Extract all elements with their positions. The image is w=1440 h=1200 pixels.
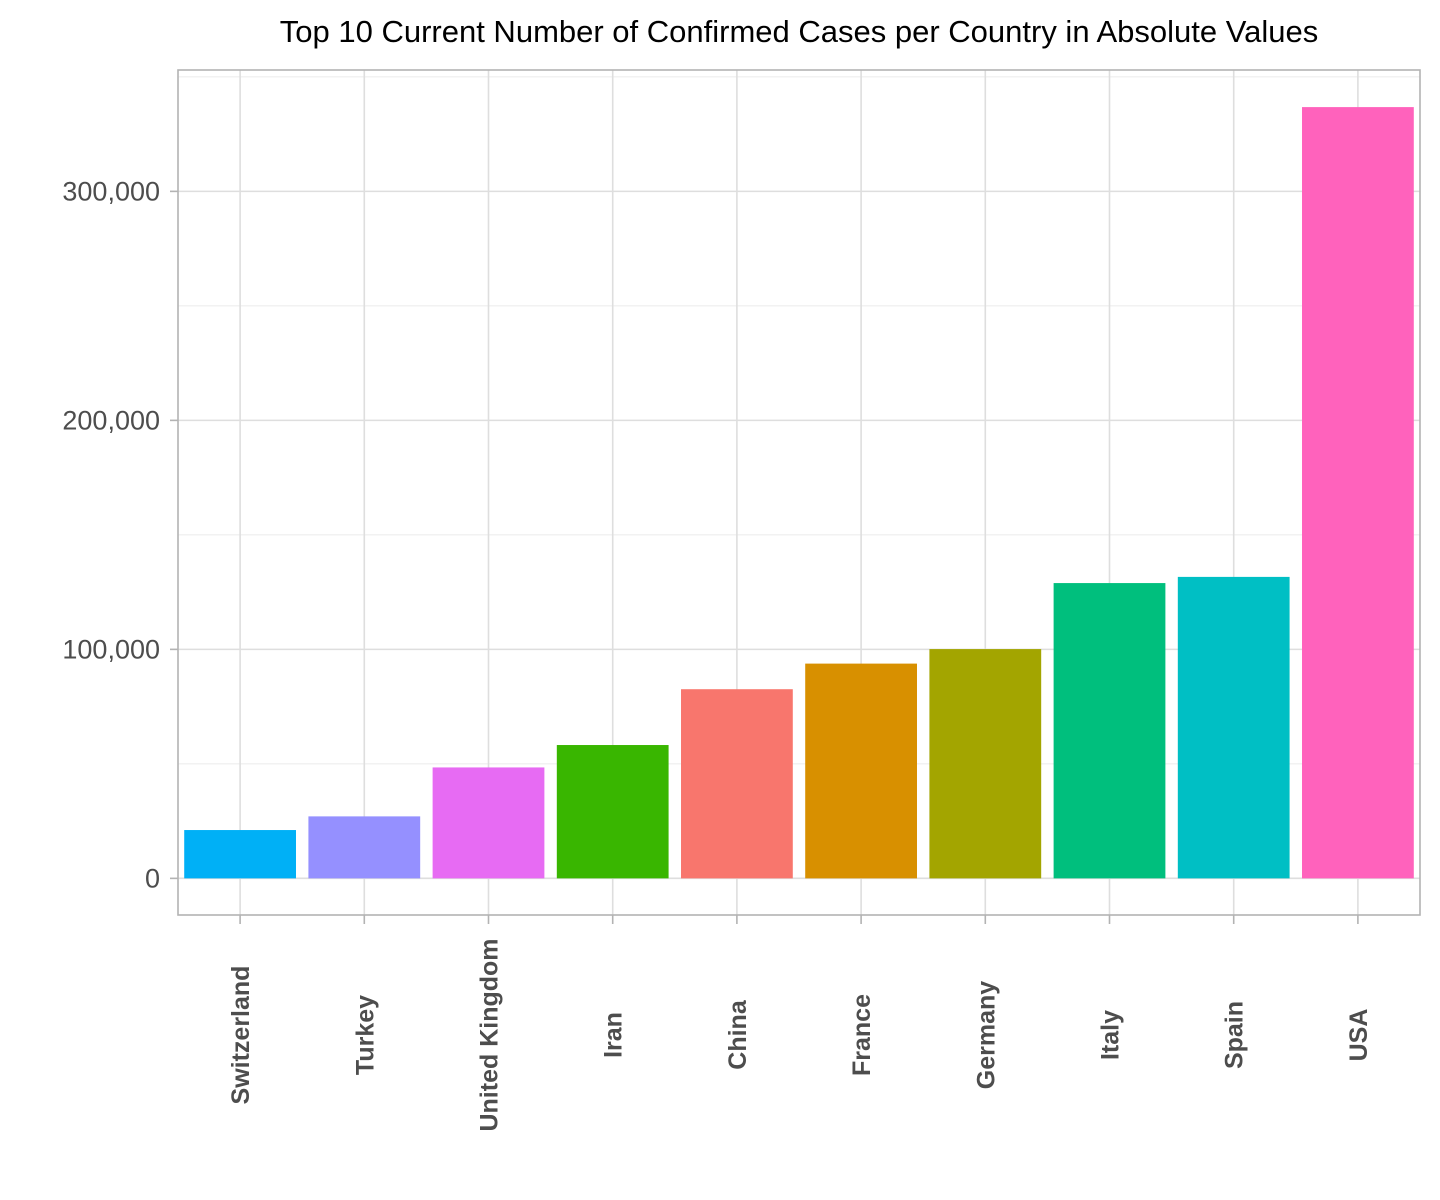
panel-border xyxy=(177,69,1421,916)
x-tick-label: China xyxy=(724,999,752,1070)
x-tick-label: Switzerland xyxy=(227,966,255,1105)
y-tick-label: 0 xyxy=(145,863,160,893)
x-tick-label: Iran xyxy=(600,1012,628,1058)
bar-switzerland xyxy=(184,830,296,879)
x-tick-label: Turkey xyxy=(351,995,379,1075)
bar-france xyxy=(805,663,917,879)
x-tick-label: Spain xyxy=(1221,1001,1249,1069)
x-tick-label: Italy xyxy=(1097,1010,1125,1060)
bar-italy xyxy=(1053,583,1166,879)
x-tick-label: USA xyxy=(1345,1009,1373,1062)
bar-spain xyxy=(1177,576,1290,879)
bar-germany xyxy=(929,649,1042,879)
plot-area: 0 100,000 200,000 300,000 Switzerland Turkey U… xyxy=(62,69,1421,1132)
x-tick-label: United Kingdom xyxy=(476,938,504,1131)
x-tick-label: Germany xyxy=(972,981,1000,1089)
bar-china xyxy=(681,689,793,879)
chart-title: Top 10 Current Number of Confirmed Cases… xyxy=(280,14,1318,49)
y-tick-label: 300,000 xyxy=(62,176,160,206)
bar-iran xyxy=(556,745,669,879)
bar-usa xyxy=(1302,107,1414,879)
bar-turkey xyxy=(308,816,421,879)
y-tick-label: 100,000 xyxy=(62,634,160,664)
y-tick-label: 200,000 xyxy=(62,405,160,435)
bar-united-kingdom xyxy=(432,767,545,879)
x-tick-label: France xyxy=(848,994,876,1076)
